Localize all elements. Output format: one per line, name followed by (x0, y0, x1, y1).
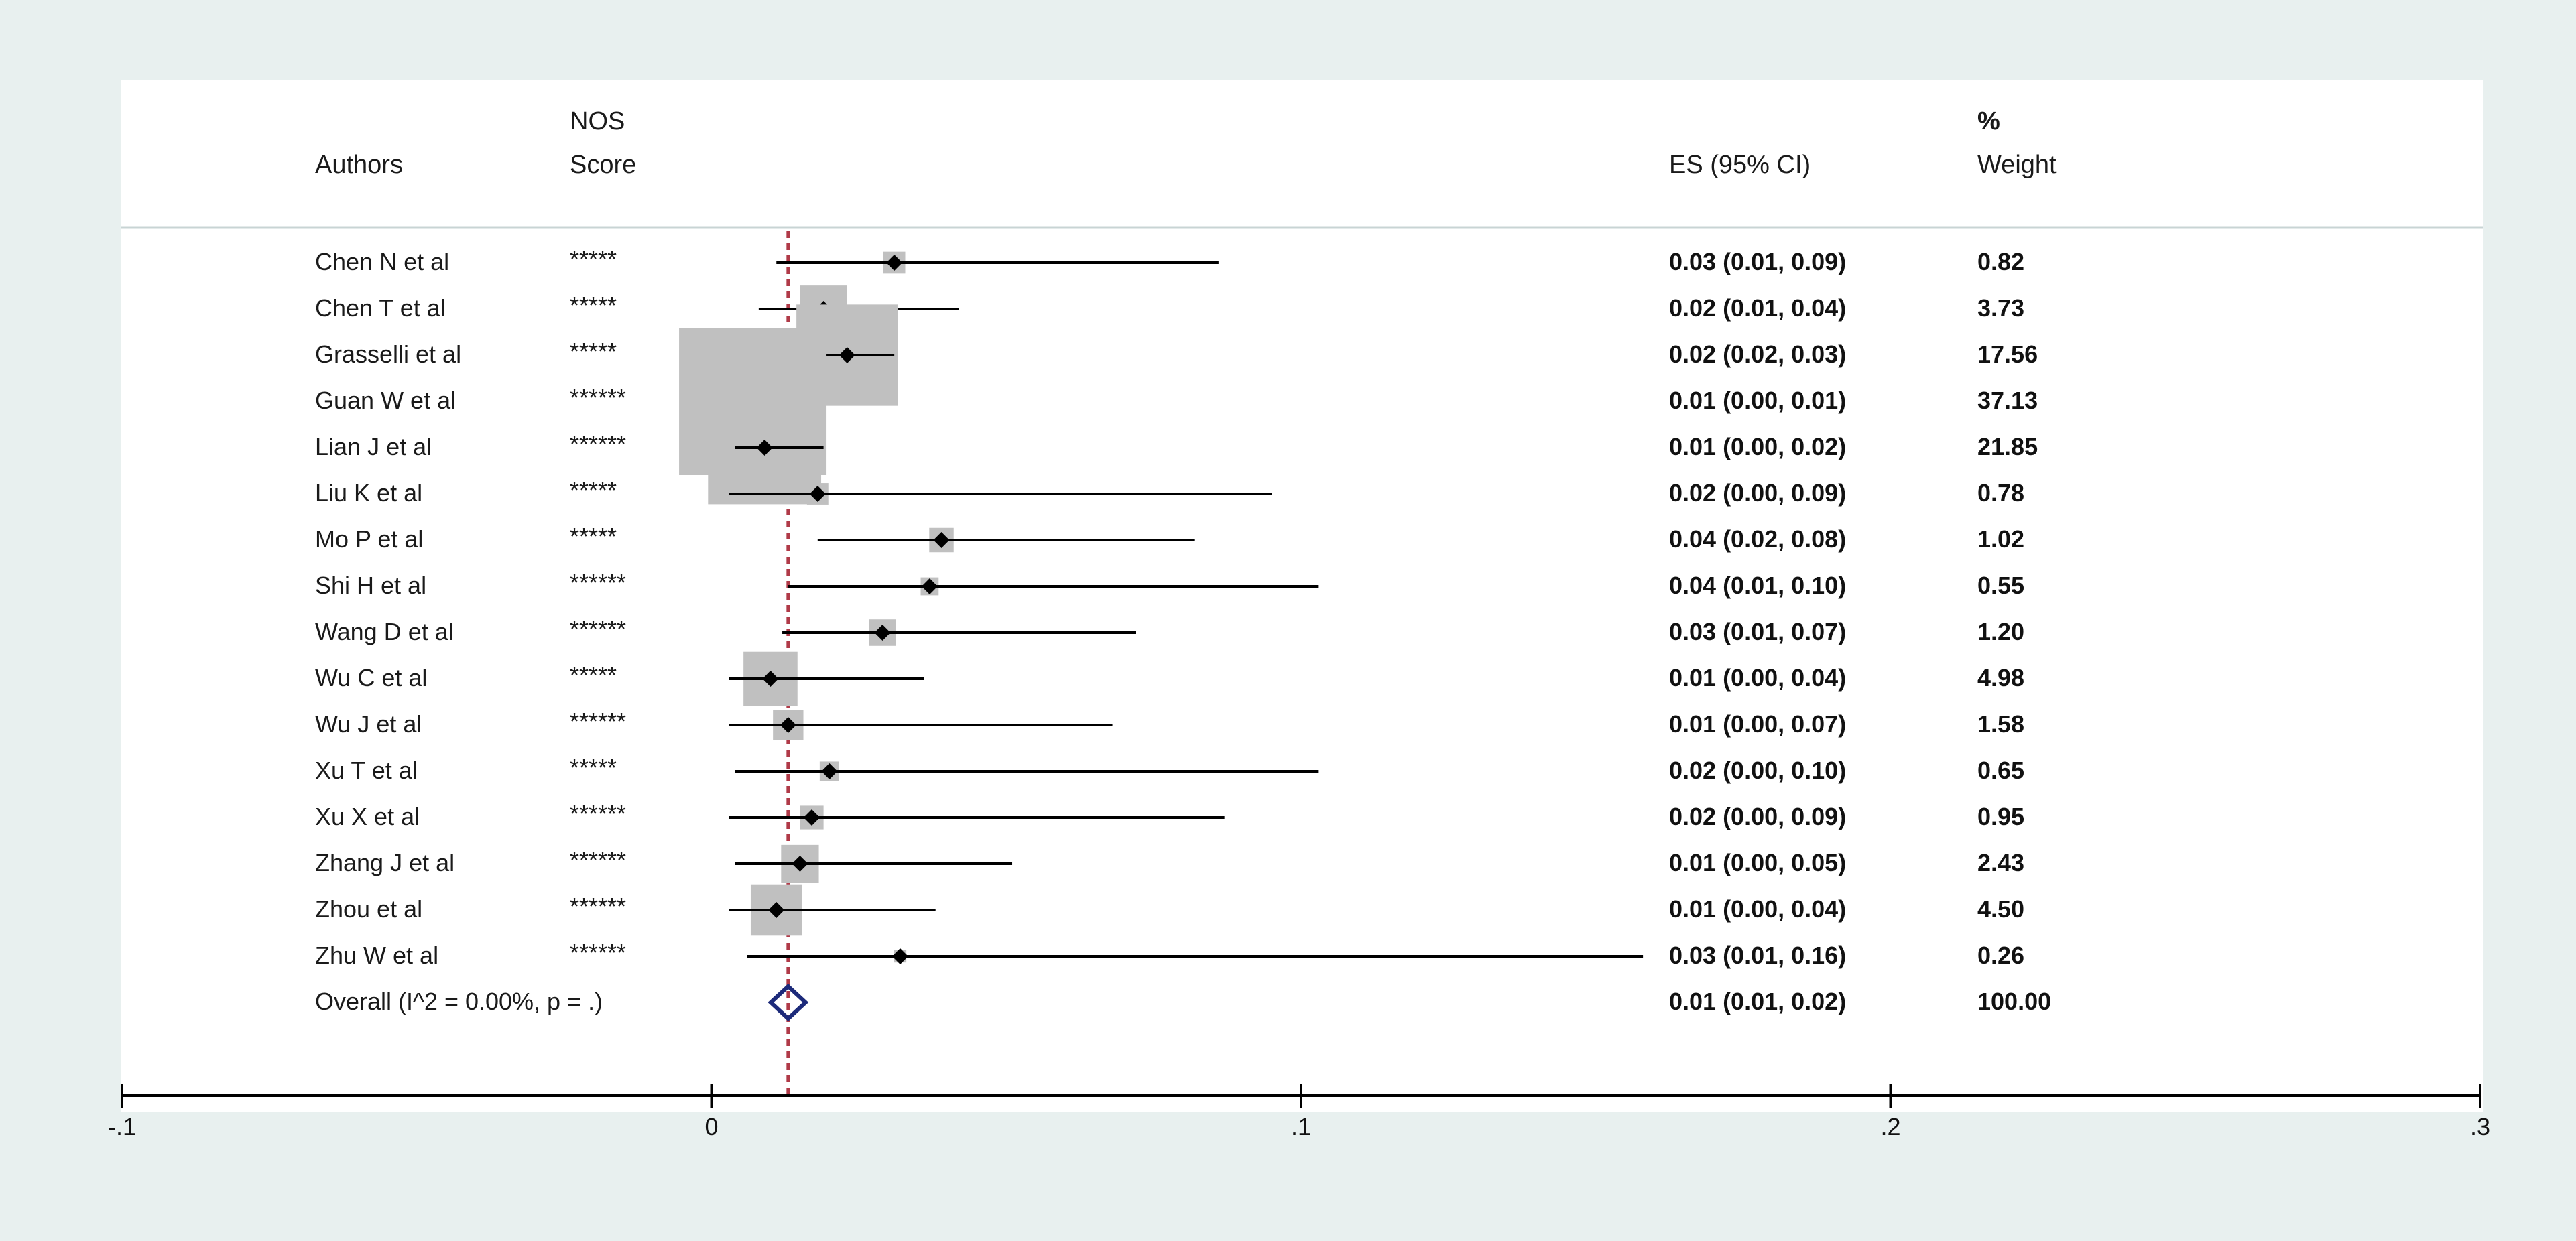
x-axis-tick-label: .2 (1880, 1113, 1901, 1140)
x-axis-tick-label: .1 (1290, 1113, 1312, 1140)
nos-score: ****** (570, 846, 627, 874)
weight-value: 0.95 (1977, 803, 2025, 830)
nos-score: ****** (570, 800, 627, 828)
point-estimate (874, 625, 891, 641)
nos-score: ***** (570, 754, 617, 781)
es-ci-value: 0.01 (0.00, 0.07) (1669, 710, 1847, 738)
point-estimate (921, 578, 938, 594)
es-ci-value: 0.02 (0.00, 0.10) (1669, 757, 1847, 784)
es-ci-value: 0.01 (0.00, 0.04) (1669, 895, 1847, 923)
author-label: Mo P et al (315, 525, 424, 553)
es-ci-value: 0.04 (0.02, 0.08) (1669, 525, 1847, 553)
overall-label: Overall (I^2 = 0.00%, p = .) (315, 988, 603, 1015)
point-estimate (821, 763, 838, 779)
nos-score: ***** (570, 476, 617, 504)
es-ci-value: 0.03 (0.01, 0.09) (1669, 248, 1847, 275)
es-ci-value: 0.02 (0.02, 0.03) (1669, 340, 1847, 368)
author-label: Wu J et al (315, 710, 422, 738)
header-es: ES (95% CI) (1669, 151, 1811, 179)
nos-score: ****** (570, 939, 627, 966)
weight-value: 3.73 (1977, 294, 2025, 322)
header-weight-line1: % (1977, 107, 2000, 135)
weight-value: 1.02 (1977, 525, 2025, 553)
point-estimate (886, 255, 903, 271)
point-estimate (933, 532, 950, 548)
point-estimate (762, 671, 779, 687)
weight-value: 0.26 (1977, 941, 2025, 969)
x-axis-tick-label: -.1 (107, 1113, 137, 1140)
nos-score: ****** (570, 893, 627, 920)
weight-value: 4.98 (1977, 664, 2025, 692)
header-weight-line2: Weight (1977, 151, 2057, 179)
author-label: Zhang J et al (315, 849, 455, 876)
es-ci-value: 0.04 (0.01, 0.10) (1669, 572, 1847, 599)
es-ci-value: 0.02 (0.00, 0.09) (1669, 803, 1847, 830)
author-label: Xu T et al (315, 757, 418, 784)
es-ci-value: 0.02 (0.01, 0.04) (1669, 294, 1847, 322)
author-label: Wang D et al (315, 618, 454, 645)
es-ci-value: 0.03 (0.01, 0.16) (1669, 941, 1847, 969)
nos-score: ****** (570, 430, 627, 458)
es-ci-value: 0.02 (0.00, 0.09) (1669, 479, 1847, 507)
weight-value: 1.58 (1977, 710, 2025, 738)
nos-score: ***** (570, 245, 617, 273)
weight-value: 1.20 (1977, 618, 2025, 645)
point-estimate (780, 717, 796, 733)
weight-value: 37.13 (1977, 387, 2038, 414)
point-estimate (768, 902, 785, 918)
nos-score: ***** (570, 338, 617, 365)
nos-score: ****** (570, 384, 627, 411)
nos-score: ****** (570, 569, 627, 596)
es-ci-value: 0.01 (0.00, 0.04) (1669, 664, 1847, 692)
overall-weight-value: 100.00 (1977, 988, 2052, 1015)
weight-value: 2.43 (1977, 849, 2025, 876)
es-ci-value: 0.01 (0.00, 0.02) (1669, 433, 1847, 460)
weight-value: 0.55 (1977, 572, 2025, 599)
plot-panel (121, 80, 2483, 1112)
nos-score: ***** (570, 523, 617, 550)
author-label: Lian J et al (315, 433, 432, 460)
point-estimate (809, 486, 826, 502)
point-estimate (839, 347, 855, 363)
author-label: Chen N et al (315, 248, 450, 275)
x-axis-tick-label: .3 (2469, 1113, 2491, 1140)
author-label: Wu C et al (315, 664, 428, 692)
weight-value: 17.56 (1977, 340, 2038, 368)
point-estimate (756, 440, 773, 456)
es-ci-value: 0.03 (0.01, 0.07) (1669, 618, 1847, 645)
author-label: Grasselli et al (315, 340, 462, 368)
es-ci-value: 0.01 (0.00, 0.01) (1669, 387, 1847, 414)
point-estimate (892, 948, 908, 964)
es-ci-value: 0.01 (0.00, 0.05) (1669, 849, 1847, 876)
weight-value: 0.65 (1977, 757, 2025, 784)
author-label: Zhou et al (315, 895, 423, 923)
author-label: Xu X et al (315, 803, 420, 830)
nos-score: ****** (570, 708, 627, 735)
author-label: Shi H et al (315, 572, 427, 599)
weight-value: 21.85 (1977, 433, 2038, 460)
author-label: Liu K et al (315, 479, 423, 507)
weight-value: 0.82 (1977, 248, 2025, 275)
weight-value: 4.50 (1977, 895, 2025, 923)
header-nos-line2: Score (570, 151, 637, 179)
author-label: Chen T et al (315, 294, 446, 322)
header-nos-line1: NOS (570, 107, 625, 135)
overall-diamond (768, 983, 809, 1022)
author-label: Guan W et al (315, 387, 456, 414)
nos-score: ***** (570, 291, 617, 319)
weight-value: 0.78 (1977, 479, 2025, 507)
nos-score: ***** (570, 661, 617, 689)
nos-score: ****** (570, 615, 627, 643)
author-label: Zhu W et al (315, 941, 439, 969)
header-authors: Authors (315, 151, 403, 179)
x-axis-tick-label: 0 (704, 1113, 719, 1140)
point-estimate (792, 856, 808, 872)
point-estimate (804, 809, 820, 826)
overall-es-ci-value: 0.01 (0.01, 0.02) (1669, 988, 1847, 1015)
